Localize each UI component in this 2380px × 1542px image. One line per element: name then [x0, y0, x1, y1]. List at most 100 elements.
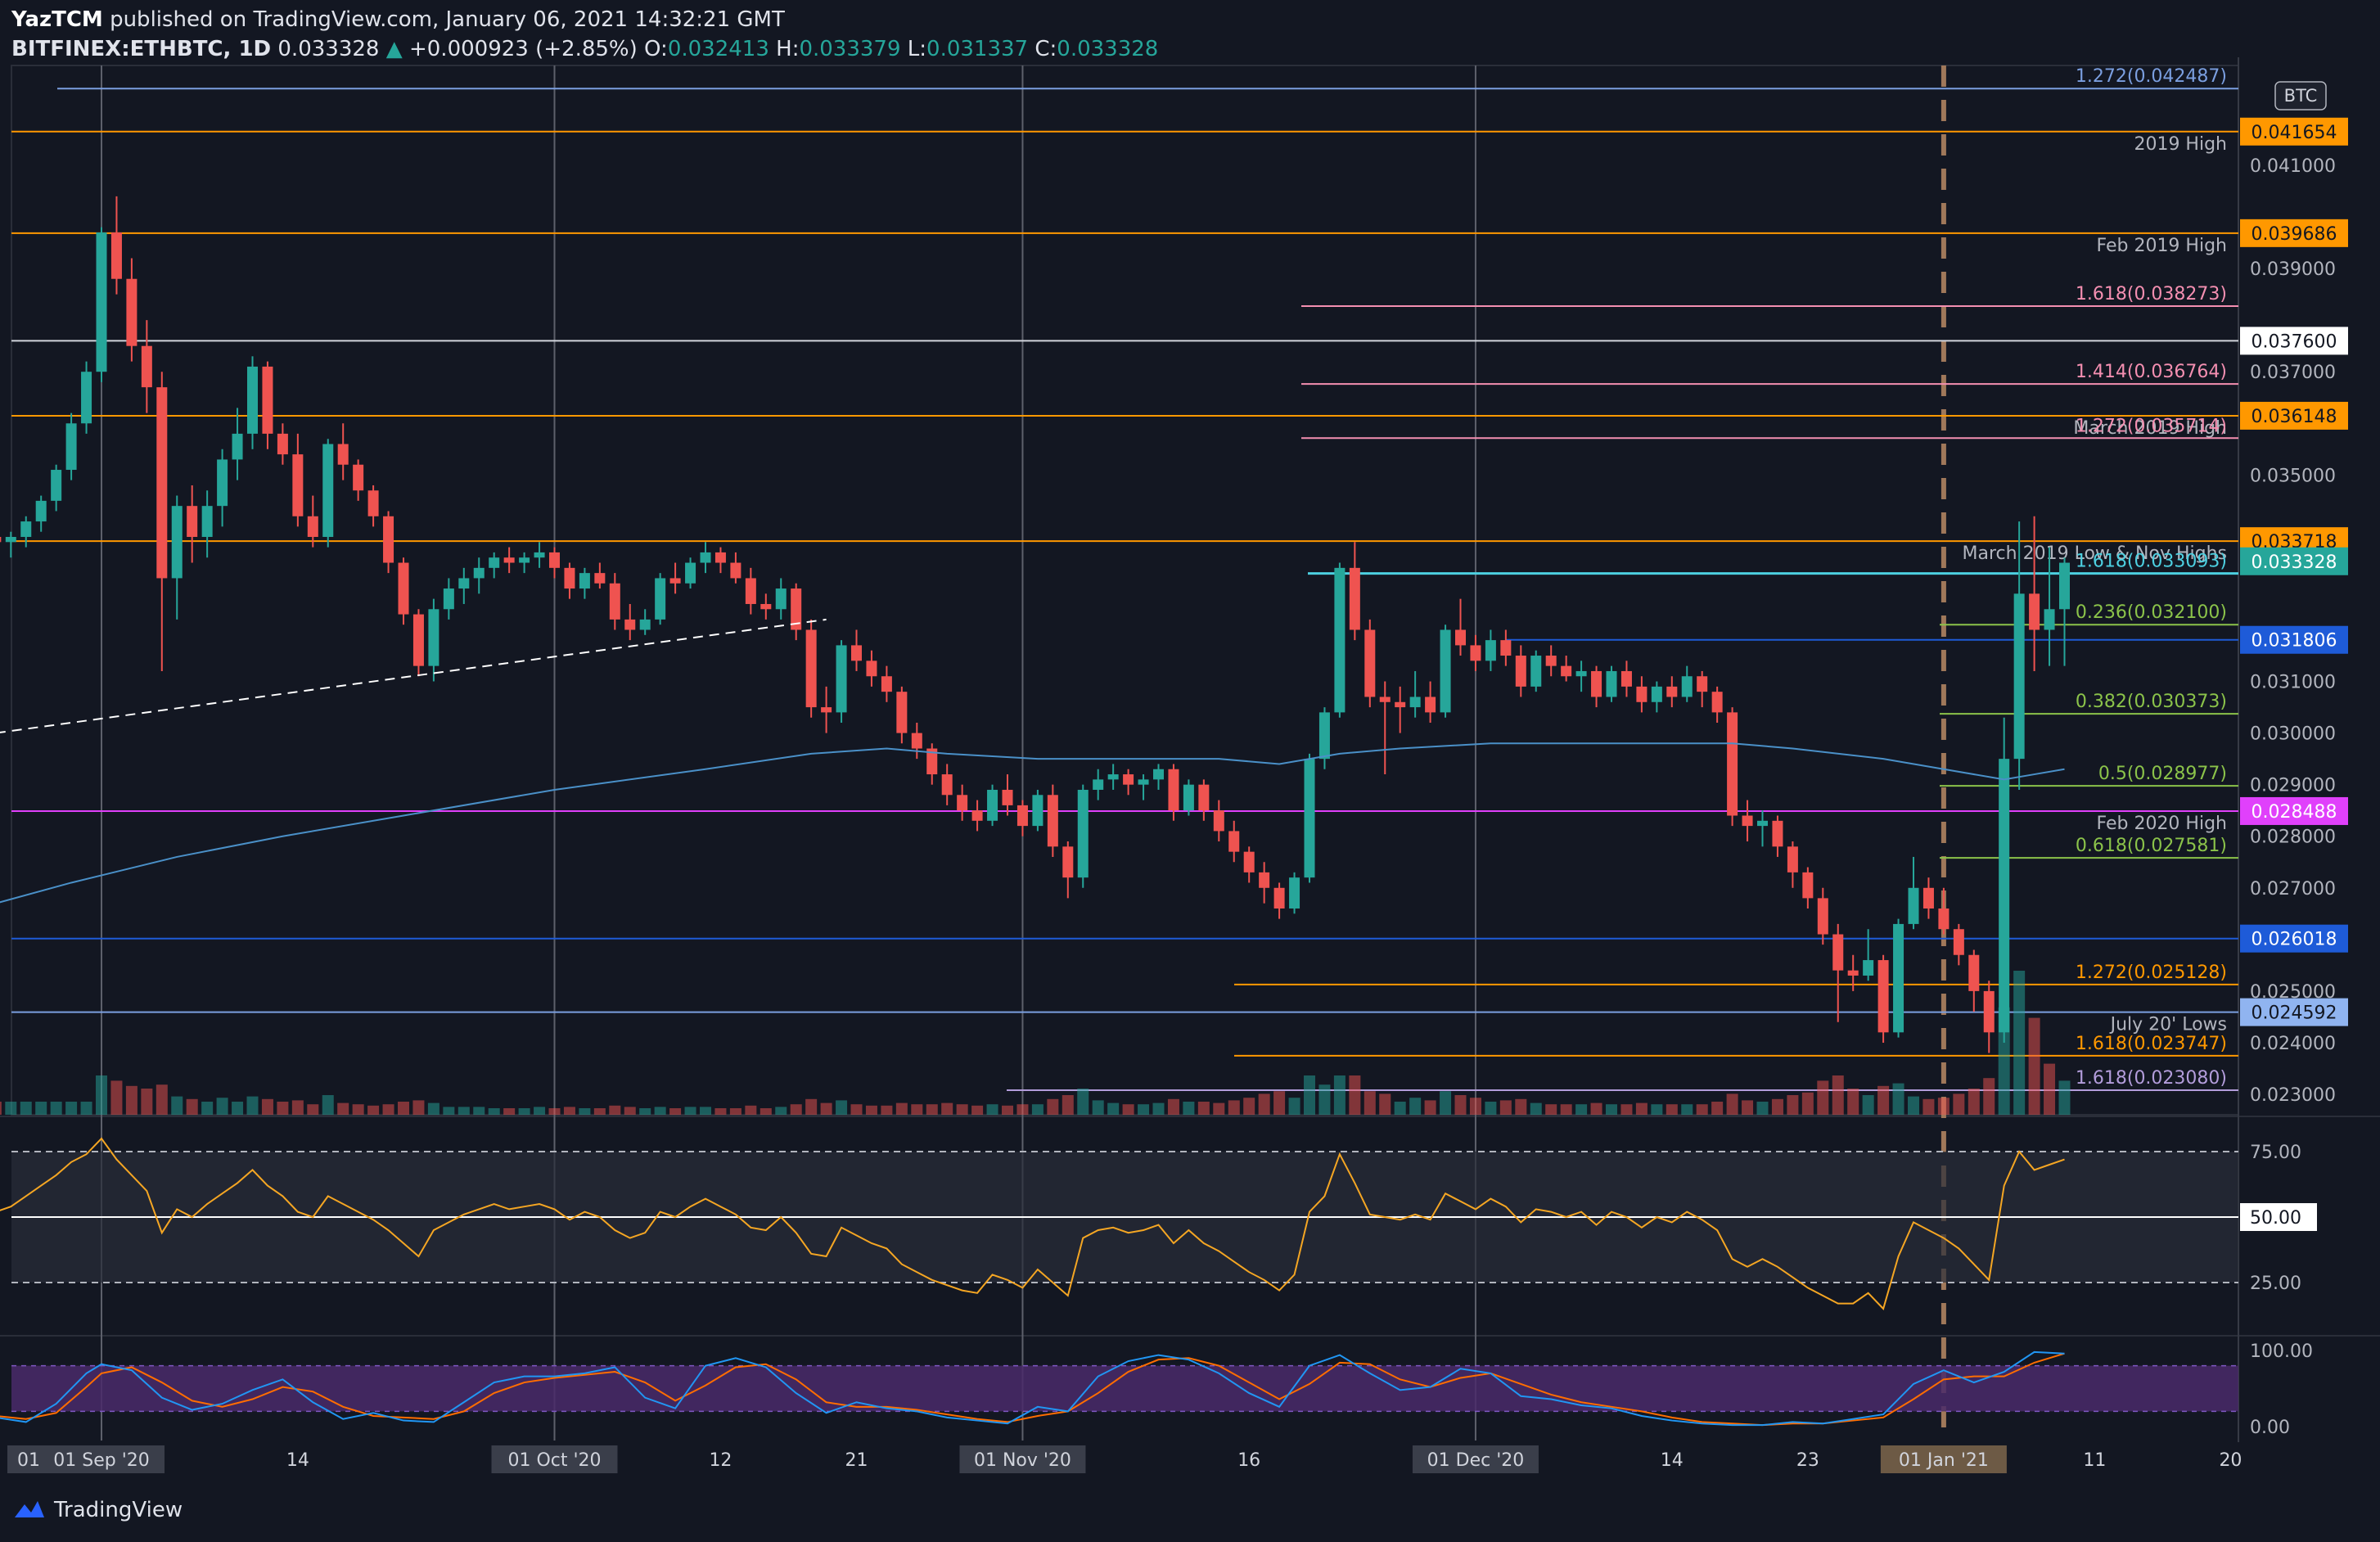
candle-body	[412, 614, 424, 666]
volume-bar	[50, 1102, 62, 1115]
candle-body	[564, 567, 575, 589]
candle-body	[1016, 805, 1028, 827]
volume-bar	[745, 1105, 757, 1115]
volume-bar	[1847, 1089, 1859, 1115]
volume-bar	[1424, 1100, 1436, 1115]
candle-body	[458, 578, 470, 589]
overlays-layer	[0, 618, 2065, 904]
volume-bar	[398, 1102, 409, 1115]
candle-body	[1259, 872, 1270, 888]
candle-body	[1847, 970, 1859, 976]
level-label: 0.5(0.028977)	[2098, 764, 2227, 784]
candle-body	[1168, 769, 1179, 811]
candle-body	[322, 444, 334, 537]
candle-body	[609, 583, 620, 620]
time-label: 20	[2219, 1450, 2242, 1471]
candle-body	[81, 372, 92, 424]
stoch-tick: 0.00	[2250, 1418, 2290, 1438]
candle-body	[926, 748, 938, 775]
time-label-box	[38, 1445, 165, 1473]
candle-body	[35, 500, 47, 522]
candle-body	[1395, 701, 1406, 708]
volume-bar	[307, 1104, 319, 1115]
candle-body	[1863, 960, 1874, 976]
volume-bar	[1485, 1102, 1497, 1115]
volume-bar	[820, 1102, 832, 1115]
volume-bar	[1122, 1104, 1134, 1115]
volume-bar	[1681, 1104, 1693, 1115]
time-label: 11	[2083, 1450, 2106, 1471]
volume-bar	[1620, 1104, 1633, 1115]
moving-average-line	[0, 742, 2065, 904]
author-name[interactable]: YazTCM	[11, 7, 103, 32]
symbol-label[interactable]: BITFINEX:ETHBTC, 1D	[11, 37, 272, 61]
candle-body	[1787, 846, 1798, 872]
candle-body	[1364, 629, 1376, 697]
volume-bar	[1922, 1098, 1935, 1115]
tradingview-brand[interactable]: TradingView	[11, 1496, 183, 1524]
volume-bar	[1499, 1100, 1512, 1115]
price-tag-text: 0.024592	[2252, 1003, 2337, 1024]
candle-body	[5, 537, 16, 543]
volume-bar	[277, 1102, 289, 1115]
volume-bar	[20, 1102, 32, 1115]
trendline	[0, 618, 827, 733]
volume-bar	[669, 1108, 682, 1115]
candle-body	[624, 619, 636, 630]
price-tag	[2240, 219, 2348, 247]
candle-body	[866, 661, 877, 677]
volume-bar	[1138, 1104, 1150, 1115]
candle-body	[1545, 656, 1557, 666]
volume-bar	[1651, 1104, 1663, 1115]
publish-line: YazTCM published on TradingView.com, Jan…	[11, 5, 1158, 34]
candle-body	[851, 645, 862, 661]
level-label: July 20' Lows	[2109, 1015, 2227, 1035]
candle-body	[201, 506, 213, 537]
candle-body	[443, 588, 454, 610]
candle-body	[398, 562, 409, 615]
level-label: 0.618(0.027581)	[2076, 836, 2227, 856]
volume-bar	[2013, 971, 2026, 1115]
candle-body	[1817, 898, 1828, 935]
candle-body	[1153, 769, 1164, 780]
volume-bar	[1394, 1102, 1406, 1115]
candle-body	[20, 521, 32, 537]
level-label: 1.414(0.036764)	[2076, 362, 2227, 382]
candle-body	[1138, 779, 1149, 785]
volume-bar	[473, 1107, 485, 1115]
volume-bar	[865, 1105, 877, 1115]
candle-body	[1727, 712, 1738, 816]
volume-bar	[956, 1104, 968, 1115]
candle-body	[503, 557, 515, 563]
candle-body	[1032, 795, 1044, 827]
candle-body	[2059, 562, 2070, 610]
candle-body	[428, 609, 439, 666]
candle-body	[1304, 759, 1315, 878]
level-label: Feb 2020 High	[2097, 814, 2228, 834]
candle-body	[1999, 759, 2010, 1033]
candle-body	[51, 470, 62, 501]
price-tag	[2240, 327, 2348, 355]
price-tick: 0.041000	[2250, 156, 2336, 177]
volume-bar	[65, 1102, 78, 1115]
candle-body	[1349, 567, 1360, 630]
candle-body	[896, 692, 908, 733]
stoch-rsi-pane: 100.00 0.00	[0, 1341, 2313, 1438]
volume-bar	[2044, 1063, 2056, 1115]
candle-body	[1093, 779, 1104, 790]
price-tick: 0.035000	[2250, 466, 2336, 486]
volume-bar	[895, 1102, 908, 1115]
time-label: 01 Oct '20	[507, 1450, 601, 1471]
level-label: 0.236(0.032100)	[2076, 602, 2227, 623]
volume-bar	[760, 1108, 772, 1115]
published-text: published on TradingView.com, January 06…	[110, 7, 785, 32]
volume-bar	[639, 1108, 651, 1115]
candle-body	[1953, 929, 1964, 955]
volume-bar	[1288, 1098, 1300, 1115]
candle-body	[2029, 593, 2040, 630]
low-value: 0.031337	[926, 37, 1029, 61]
candle-body	[957, 795, 968, 811]
candle-body	[1409, 697, 1421, 708]
